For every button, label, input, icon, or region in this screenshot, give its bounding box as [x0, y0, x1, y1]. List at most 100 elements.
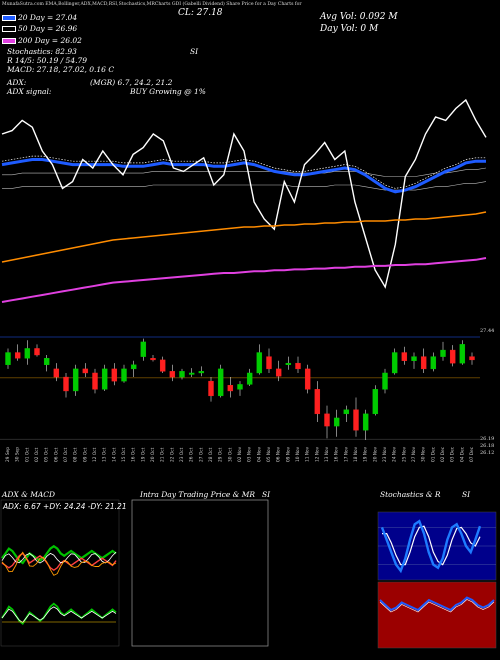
stoch-k-line [380, 519, 482, 574]
candle-body [179, 371, 185, 378]
adx-plus-line [1, 544, 117, 565]
date-tick-label: 28 Oct [208, 447, 214, 462]
candle-body [459, 344, 466, 364]
candle-body [130, 364, 137, 370]
date-tick-label: 04 Dec [459, 446, 465, 462]
candle-body [372, 389, 379, 415]
candle-body [401, 352, 408, 361]
date-tick-label: 06 Oct [53, 447, 59, 462]
day-vol-label: Day Vol: 0 M [320, 24, 379, 34]
adx-orange-line [1, 551, 117, 576]
candle-body [208, 380, 214, 397]
candle-body [314, 389, 321, 415]
ema20-line [1, 158, 486, 194]
candle-body [34, 348, 40, 356]
date-tick-label: 27 Oct [198, 447, 204, 462]
date-tick-label: 09 Nov [285, 446, 291, 462]
ema200-swatch [2, 38, 16, 44]
legend-ema200: 200 Day = 26.02 [2, 36, 82, 45]
candle-body [382, 372, 388, 390]
candle-body [43, 358, 50, 365]
cl-label: CL: 27.18 [178, 8, 223, 18]
date-tick-label: 05 Nov [266, 446, 272, 462]
candle-body [14, 352, 21, 359]
date-tick-label: 02 Nov [237, 446, 243, 462]
date-tick-label: 07 Oct [63, 447, 69, 462]
date-tick-label: 01 Dec [430, 446, 436, 462]
candle-body [256, 352, 263, 374]
candle-body [266, 356, 272, 370]
price-level-low2: 26.18 [480, 443, 495, 449]
date-tick-label: 10 Nov [295, 446, 301, 462]
candle-body [121, 368, 127, 382]
candle-body [246, 372, 253, 385]
candle-body [343, 409, 350, 415]
adx-macd-title: ADX & MACD [2, 490, 56, 499]
candle-body [92, 372, 98, 390]
adx-panel-frame [0, 499, 120, 647]
date-tick-label: 06 Nov [276, 446, 282, 462]
candle-body [295, 362, 301, 370]
date-tick-label: 20 Oct [150, 447, 156, 462]
legend-ema50: 50 Day = 26.96 [2, 24, 77, 33]
date-tick-label: 24 Nov [392, 446, 398, 462]
date-tick-label: 21 Oct [160, 447, 166, 462]
price-level-low1: 26.19 [480, 436, 495, 442]
ema20-label: 20 Day = 27.04 [18, 13, 78, 22]
rsi-line [379, 596, 495, 612]
price-level-high: 27.44 [480, 328, 495, 334]
macd-signal-line [1, 606, 117, 623]
date-tick-label: 12 Nov [314, 446, 320, 462]
intraday-panel-frame [131, 499, 269, 647]
candle-body [227, 385, 234, 392]
date-tick-label: 12 Oct [92, 447, 98, 462]
date-tick-label: 09 Oct [82, 447, 88, 462]
price-close-line [1, 98, 487, 289]
date-tick-label: 14 Oct [111, 447, 117, 462]
date-tick-label: 29 Oct [218, 447, 224, 462]
candle-body [275, 368, 282, 377]
rsi-panel-frame [377, 581, 497, 649]
date-tick-label: 22 Oct [169, 447, 175, 462]
candle-body [411, 356, 417, 361]
date-tick-label: 26 Oct [189, 447, 195, 462]
candle-body [430, 356, 437, 370]
header-top-line: MunafaSutra.com EMA,Bollinger,ADX,MACD,R… [2, 2, 302, 7]
stoch-r-title: Stochastics & R [380, 490, 441, 499]
date-tick-label: 03 Dec [450, 446, 456, 462]
mr-readout: (MGR) 6.7, 24.2, 21.2 [90, 78, 173, 87]
price-level-low3: 26.12 [480, 450, 495, 456]
ema200-line [1, 211, 487, 263]
date-tick-label: 20 Nov [372, 446, 378, 462]
date-tick-label: 13 Nov [324, 446, 330, 462]
date-tick-label: 19 Nov [363, 446, 369, 462]
date-tick-label: 17 Nov [343, 446, 349, 462]
si-right-title: SI [462, 490, 471, 499]
adx-readout: ADX: 6.67 +DY: 24.24 -DY: 21.21 [3, 502, 127, 511]
date-tick-label: 07 Dec [469, 446, 475, 462]
date-tick-label: 29 Sep [5, 447, 11, 462]
candle-body [101, 368, 108, 390]
candle-body [353, 409, 359, 431]
stochastics-readout: Stochastics: 82.93 [7, 47, 77, 56]
date-tick-label: 01 Oct [24, 447, 30, 462]
date-tick-label: 30 Oct [227, 447, 233, 462]
date-tick-label: 13 Oct [102, 447, 108, 462]
candle-body [53, 368, 60, 378]
candle-body [5, 352, 11, 365]
si-mid-title: SI [262, 490, 271, 499]
date-tick-label: 30 Nov [421, 446, 427, 462]
date-tick-label: 30 Sep [15, 447, 21, 462]
candle-body [72, 368, 79, 392]
date-tick-label: 08 Oct [73, 447, 79, 462]
candle-body [198, 371, 205, 374]
candle-body [362, 413, 369, 431]
macd-readout: MACD: 27.18, 27.02, 0.16 C [7, 65, 115, 74]
date-tick-label: 04 Nov [256, 446, 262, 462]
date-tick-label: 02 Dec [440, 446, 446, 462]
buy-signal-label: BUY Growing @ 1% [130, 87, 206, 96]
candle-body [449, 349, 456, 364]
date-tick-label: 03 Nov [247, 446, 253, 462]
ema200-label: 200 Day = 26.02 [18, 36, 82, 45]
si-label: SI [190, 47, 199, 56]
